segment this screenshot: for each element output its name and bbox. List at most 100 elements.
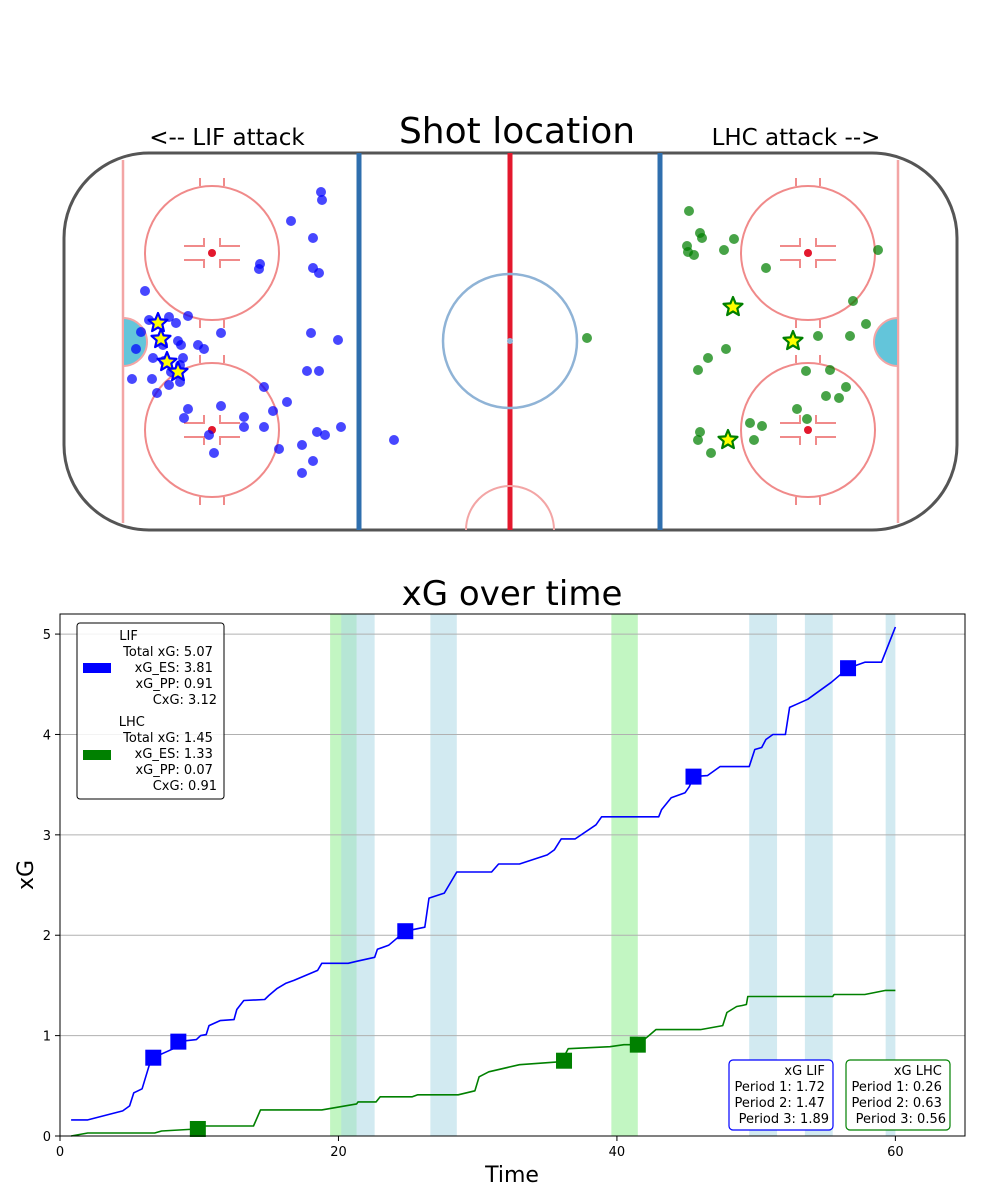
shot-lhc-20 bbox=[841, 382, 851, 392]
y-axis-ticks: 0 1 2 3 4 5 bbox=[43, 628, 60, 1145]
x-axis-label: Time bbox=[484, 1163, 539, 1188]
plot-frame bbox=[59, 613, 966, 1137]
shot-lif-53 bbox=[389, 435, 399, 445]
shot-lhc-23 bbox=[792, 404, 802, 414]
shot-lhc-7 bbox=[719, 245, 729, 255]
legend-text-lif: LIF Total xG: 5.07 xG_ES: 3.81 xG_PP: 0.… bbox=[119, 629, 217, 708]
legend-lhc-name: LHC bbox=[119, 715, 145, 730]
shot-lif-2 bbox=[286, 216, 296, 226]
goal-star-lif-3 bbox=[167, 360, 189, 382]
shot-lhc-30 bbox=[706, 448, 716, 458]
center-dot bbox=[507, 338, 513, 344]
x-tick-label-2: 40 bbox=[609, 1145, 626, 1160]
shot-lif-16 bbox=[333, 335, 343, 345]
shot-lhc-6 bbox=[689, 250, 699, 260]
xg-series-lines bbox=[70, 626, 897, 1137]
faceoff-circle-left-top bbox=[144, 185, 280, 321]
period-box-lhc-frame bbox=[845, 1059, 951, 1131]
period-box-lhc-p3: Period 3: 0.56 bbox=[856, 1112, 946, 1127]
lif-attack-label: <-- LIF attack bbox=[149, 125, 305, 151]
shot-lhc-27 bbox=[695, 427, 705, 437]
legend-lhc-pp: xG_PP: 0.07 bbox=[135, 763, 212, 778]
shot-lif-36 bbox=[282, 397, 292, 407]
shot-lhc-9 bbox=[873, 245, 883, 255]
shot-lif-1 bbox=[317, 195, 327, 205]
shot-lhc-21 bbox=[821, 391, 831, 401]
goal-star-lif-1 bbox=[150, 327, 172, 349]
shot-lhc-14 bbox=[845, 331, 855, 341]
shot-lif-15 bbox=[306, 328, 316, 338]
shot-lif-32 bbox=[302, 366, 312, 376]
shot-lhc-25 bbox=[745, 418, 755, 428]
shot-lif-34 bbox=[259, 382, 269, 392]
shot-lif-45 bbox=[312, 427, 322, 437]
xg-line-lhc bbox=[70, 989, 896, 1137]
legend-lif-cxg: CxG: 3.12 bbox=[153, 693, 217, 708]
xg-chart-title: xG over time bbox=[402, 574, 623, 614]
shot-lif-42 bbox=[239, 422, 249, 432]
period-box-lhc-p1: Period 1: 0.26 bbox=[851, 1080, 941, 1095]
shot-lif-38 bbox=[183, 404, 193, 414]
faceoff-circle-right-bottom bbox=[740, 362, 876, 498]
y-tick-label-2: 2 bbox=[43, 929, 51, 944]
shot-lhc-13 bbox=[813, 331, 823, 341]
period-box-lhc: xG LHC Period 1: 0.26 Period 2: 0.63 Per… bbox=[845, 1059, 951, 1131]
goal-marker-lif-3 bbox=[685, 768, 702, 785]
shot-lhc-24 bbox=[802, 414, 812, 424]
goal-marker-lhc-2 bbox=[629, 1036, 646, 1053]
shot-lhc-26 bbox=[757, 421, 767, 431]
shot-lif-52 bbox=[297, 468, 307, 478]
period-box-lhc-p2: Period 2: 0.63 bbox=[851, 1096, 941, 1111]
legend-lhc-total: Total xG: 1.45 bbox=[122, 731, 213, 746]
x-tick-label-3: 60 bbox=[887, 1145, 904, 1160]
legend-lif-total: Total xG: 5.07 bbox=[122, 645, 213, 660]
legend: LIF Total xG: 5.07 xG_ES: 3.81 xG_PP: 0.… bbox=[76, 622, 225, 800]
y-tick-label-0: 0 bbox=[43, 1130, 51, 1145]
shot-lhc-11 bbox=[861, 319, 871, 329]
legend-swatch-lhc bbox=[83, 750, 111, 760]
shot-lhc-3 bbox=[729, 234, 739, 244]
shot-lif-49 bbox=[274, 444, 284, 454]
y-tick-label-1: 1 bbox=[43, 1030, 51, 1045]
shot-lif-23 bbox=[148, 353, 158, 363]
shot-lif-51 bbox=[209, 448, 219, 458]
y-tick-label-3: 3 bbox=[43, 829, 51, 844]
legend-lif-name: LIF bbox=[119, 629, 138, 644]
shot-lif-30 bbox=[164, 380, 174, 390]
shot-lhc-18 bbox=[801, 366, 811, 376]
rink-title: Shot location bbox=[399, 111, 635, 152]
shot-lif-14 bbox=[216, 328, 226, 338]
y-tick-label-5: 5 bbox=[43, 628, 51, 643]
legend-lhc-es: xG_ES: 1.33 bbox=[135, 747, 213, 762]
shot-lhc-17 bbox=[693, 365, 703, 375]
legend-box bbox=[76, 622, 225, 800]
referee-crease bbox=[465, 485, 555, 531]
shot-lif-50 bbox=[308, 456, 318, 466]
shot-lhc-10 bbox=[848, 296, 858, 306]
shot-lhc-2 bbox=[697, 233, 707, 243]
legend-swatch-lif bbox=[83, 663, 111, 673]
shot-lif-5 bbox=[254, 264, 264, 274]
goal-star-lhc-1 bbox=[782, 329, 804, 351]
shot-lif-41 bbox=[239, 412, 249, 422]
period-box-lif-p2: Period 2: 1.47 bbox=[734, 1096, 824, 1111]
x-tick-label-1: 20 bbox=[330, 1145, 347, 1160]
legend-lhc-cxg: CxG: 0.91 bbox=[153, 779, 217, 794]
shot-lhc-19 bbox=[825, 365, 835, 375]
shot-lif-39 bbox=[268, 406, 278, 416]
shot-lif-12 bbox=[183, 311, 193, 321]
goal-star-lhc-2 bbox=[717, 428, 739, 450]
shot-lif-33 bbox=[314, 366, 324, 376]
legend-lif-es: xG_ES: 3.81 bbox=[135, 661, 213, 676]
shot-lif-19 bbox=[176, 340, 186, 350]
faceoff-circle-left-bottom bbox=[144, 362, 280, 498]
xg-line-lif bbox=[71, 626, 897, 1121]
shot-lif-37 bbox=[216, 401, 226, 411]
goal-marker-lif-2 bbox=[397, 923, 414, 940]
goal-marker-lif-1 bbox=[170, 1033, 187, 1050]
power-play-bands bbox=[330, 614, 896, 1136]
xg-chart: xG over time 0 20 40 60 0 1 2 3 4 5 Time xG LIF … bbox=[14, 574, 966, 1188]
y-axis-label: xG bbox=[14, 860, 39, 890]
period-box-lif-p1: Period 1: 1.72 bbox=[734, 1080, 824, 1095]
lhc-pp-band-1 bbox=[611, 614, 638, 1136]
